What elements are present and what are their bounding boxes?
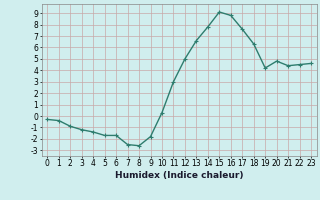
X-axis label: Humidex (Indice chaleur): Humidex (Indice chaleur) — [115, 171, 244, 180]
